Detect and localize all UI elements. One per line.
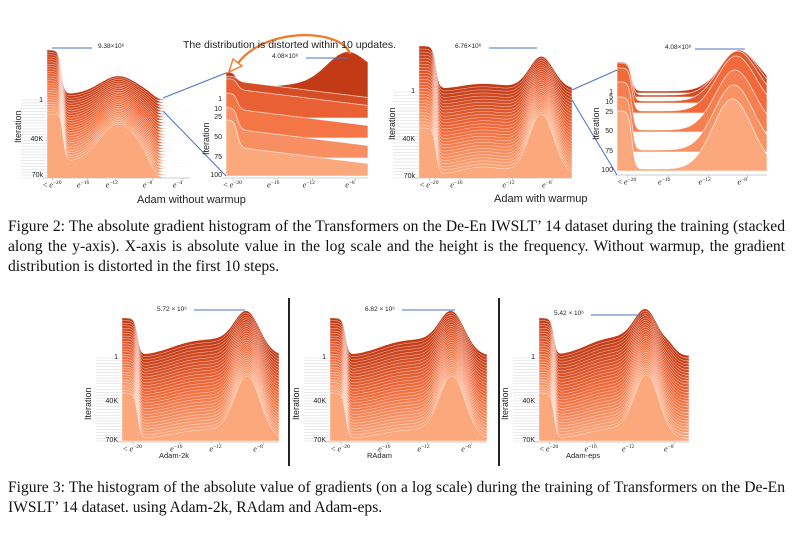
y-tick-label: 5 [609, 94, 613, 101]
peak-value-label: 6.76×10⁶ [455, 43, 482, 50]
y-tick-label: 50 [214, 134, 222, 141]
y-tick-label: 50 [605, 128, 613, 135]
y-tick-label: 40K [402, 136, 415, 143]
group-label-with-warmup: Adam with warmup [494, 193, 588, 205]
arrow-head-icon [227, 57, 244, 74]
y-axis-label: Iteration [500, 387, 510, 420]
y-tick-label: 70K [522, 437, 535, 444]
y-tick-label: 70K [105, 437, 118, 444]
x-tick-label: e−8 [142, 180, 153, 190]
x-tick-label: e−8 [461, 444, 471, 454]
figure3-caption: Figure 3: The histogram of the absolute … [8, 479, 785, 516]
x-tick-label: e−16 [378, 444, 391, 454]
x-tick-label: e−16 [170, 444, 183, 454]
y-tick-label: 1 [411, 88, 415, 95]
x-tick-label: e−8 [253, 444, 263, 454]
figure2-caption: Figure 2: The absolute gradient histogra… [8, 218, 785, 275]
y-tick-label: 25 [214, 114, 222, 121]
x-tick-label: < e−20 [223, 180, 242, 190]
y-tick-label: 40K [30, 136, 43, 143]
x-tick-label: < e−20 [122, 444, 142, 454]
y-tick-label: 10 [605, 99, 613, 106]
x-tick-label: e−12 [417, 444, 430, 454]
y-tick-label: 1 [531, 354, 535, 361]
x-tick-label: < e−20 [617, 177, 637, 187]
y-axis-label: Iteration [291, 387, 301, 420]
y-tick-label: 40K [522, 398, 535, 405]
panel-divider [288, 298, 290, 466]
y-tick-label: 1 [114, 354, 118, 361]
x-tick-label: e−12 [105, 180, 118, 190]
y-tick-label: 40K [105, 398, 118, 405]
peak-value-label: 5.72 × 10⁶ [157, 306, 187, 313]
x-tick-label: e−12 [622, 444, 635, 454]
y-tick-label: 40K [313, 398, 326, 405]
x-tick-label: e−12 [302, 180, 315, 190]
group-label-without-warmup: Adam without warmup [137, 194, 246, 206]
x-tick-label: e−4 [172, 180, 183, 190]
x-tick-label: e−16 [267, 180, 280, 190]
peak-value-label: 4.08×10⁶ [272, 53, 299, 60]
x-tick-label: e−16 [658, 177, 671, 187]
y-axis-label: Iteration [387, 107, 397, 140]
y-tick-label: 70k [31, 172, 43, 179]
peak-value-label: 9.38×10⁶ [98, 43, 125, 50]
histogram-layer [121, 375, 280, 442]
x-tick-label: e−8 [542, 180, 552, 190]
peak-value-label: 4.08×10⁶ [665, 44, 692, 51]
panel-divider [498, 298, 500, 466]
y-tick-label: 1 [609, 89, 613, 96]
x-tick-label: e−16 [77, 180, 90, 190]
zoom-connector-line [162, 72, 227, 99]
peak-value-label: 6.82 × 10⁶ [365, 306, 395, 313]
x-tick-label: < e−20 [539, 444, 559, 454]
x-tick-label: e−16 [584, 444, 597, 454]
y-axis-label: Iteration [13, 110, 23, 143]
histogram-layer [225, 78, 369, 119]
x-tick-label: < e−20 [42, 180, 62, 190]
histogram-layer [46, 54, 191, 107]
x-tick-label: < e−20 [330, 444, 350, 454]
x-tick-label: e−8 [664, 444, 674, 454]
zoom-connector-line [571, 69, 618, 91]
y-tick-label: 25 [605, 109, 613, 116]
x-tick-label: < e−20 [419, 180, 439, 190]
zoom-connector-line [162, 110, 227, 177]
curved-arrow-icon [235, 34, 352, 67]
zoom-connector-line [571, 99, 618, 176]
y-tick-label: 75 [214, 154, 222, 161]
panel-label: RAdam [367, 451, 393, 460]
x-tick-label: e−16 [450, 180, 463, 190]
panel-label: Adam-eps [566, 451, 601, 460]
y-tick-label: 75 [605, 148, 613, 155]
y-tick-label: 70K [313, 437, 326, 444]
x-tick-label: e−12 [698, 177, 711, 187]
figure2-headline: The distribution is distorted within 10 … [183, 39, 397, 51]
histogram-layer [616, 98, 768, 172]
histogram-layer [329, 375, 488, 442]
y-tick-label: 1 [322, 354, 326, 361]
x-tick-label: e−12 [209, 444, 222, 454]
y-tick-label: 100 [601, 167, 613, 174]
histogram-layer [225, 119, 369, 177]
y-axis-label: Iteration [83, 387, 93, 420]
y-tick-label: 10 [214, 106, 222, 113]
panel-label: Adam-2k [159, 451, 190, 460]
x-tick-label: e−8 [737, 177, 748, 187]
y-tick-label: 70k [403, 173, 415, 180]
y-axis-label: Iteration [591, 107, 601, 140]
histogram-layer [225, 107, 369, 159]
peak-value-label: 5.42 × 10⁶ [554, 310, 584, 317]
x-tick-label: e−12 [502, 180, 515, 190]
y-tick-label: 1 [39, 97, 43, 104]
x-tick-label: e−8 [345, 180, 355, 190]
histogram-layer [418, 113, 573, 179]
histogram-layer [538, 374, 690, 442]
y-axis-label: Iteration [201, 122, 211, 155]
y-tick-label: 100 [210, 172, 222, 179]
y-tick-label: 1 [218, 96, 222, 103]
histogram-layer [225, 92, 369, 139]
